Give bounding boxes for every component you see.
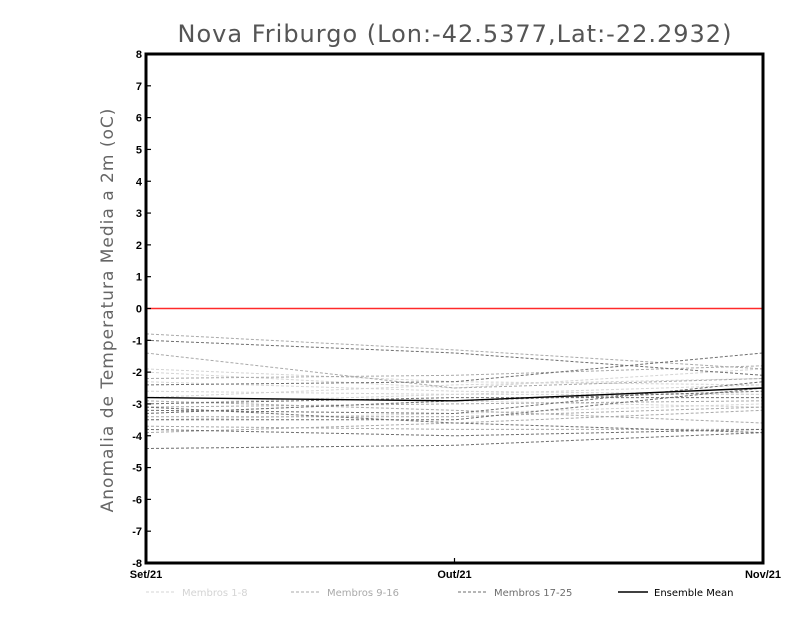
member-line [145,390,764,414]
member-line [145,339,764,376]
member-line [145,403,764,421]
x-axis-ticks: Set/21 Out/21 Nov/21 [130,558,781,581]
y-tick-label: 5 [136,144,142,156]
y-tick-label: 7 [136,81,142,93]
y-tick-label: 6 [136,113,142,125]
y-tick-label: -6 [132,494,142,506]
legend-label: Ensemble Mean [654,588,733,599]
member-line [145,381,764,395]
member-line [145,428,764,437]
x-tick-label: Set/21 [130,569,162,581]
legend-label: Membros 9-16 [327,588,399,599]
x-tick-label: Nov/21 [745,569,781,581]
y-tick-label: 2 [136,240,142,252]
chart-title: Nova Friburgo (Lon:-42.5377,Lat:-22.2932… [178,20,733,48]
member-line [145,352,764,386]
series-lines [145,333,764,449]
member-line [145,400,764,424]
y-tick-label: 1 [136,272,142,284]
y-tick-label: -1 [132,335,142,347]
y-tick-label: 4 [136,176,143,188]
member-line [145,378,764,399]
y-tick-label: -3 [132,399,142,411]
x-tick-label: Out/21 [437,569,471,581]
y-tick-label: 0 [136,304,142,316]
member-line [145,425,763,430]
member-line [145,393,763,405]
member-line [145,368,764,389]
member-line [145,406,764,434]
y-tick-label: 3 [136,208,142,220]
member-line [145,409,764,434]
member-line [145,352,764,389]
member-line [145,368,764,386]
y-tick-label: -4 [132,431,143,443]
y-tick-label: -2 [132,367,142,379]
member-line [145,365,764,379]
legend-label: Membros 1-8 [182,588,248,599]
member-line [146,387,764,421]
member-line [145,432,764,449]
member-line [145,397,763,405]
y-axis-label: Anomalia de Temperatura Media a 2m (oC) [98,108,118,513]
y-tick-label: -7 [132,526,142,538]
y-tick-label: -5 [132,463,142,475]
legend: Membros 1-8 Membros 9-16 Membros 17-25 Ense… [146,588,733,599]
y-axis-ticks: 8 7 6 5 4 3 2 1 0 -1 -2 -3 -4 -5 -6 -7 -8 [132,49,151,570]
member-line [145,384,764,395]
ensemble-mean-line [145,387,764,402]
member-line [146,406,764,418]
legend-label: Membros 17-25 [494,588,572,599]
y-tick-label: -8 [132,558,142,570]
y-tick-label: 8 [136,49,142,61]
member-line [145,333,764,370]
member-line [145,400,764,408]
